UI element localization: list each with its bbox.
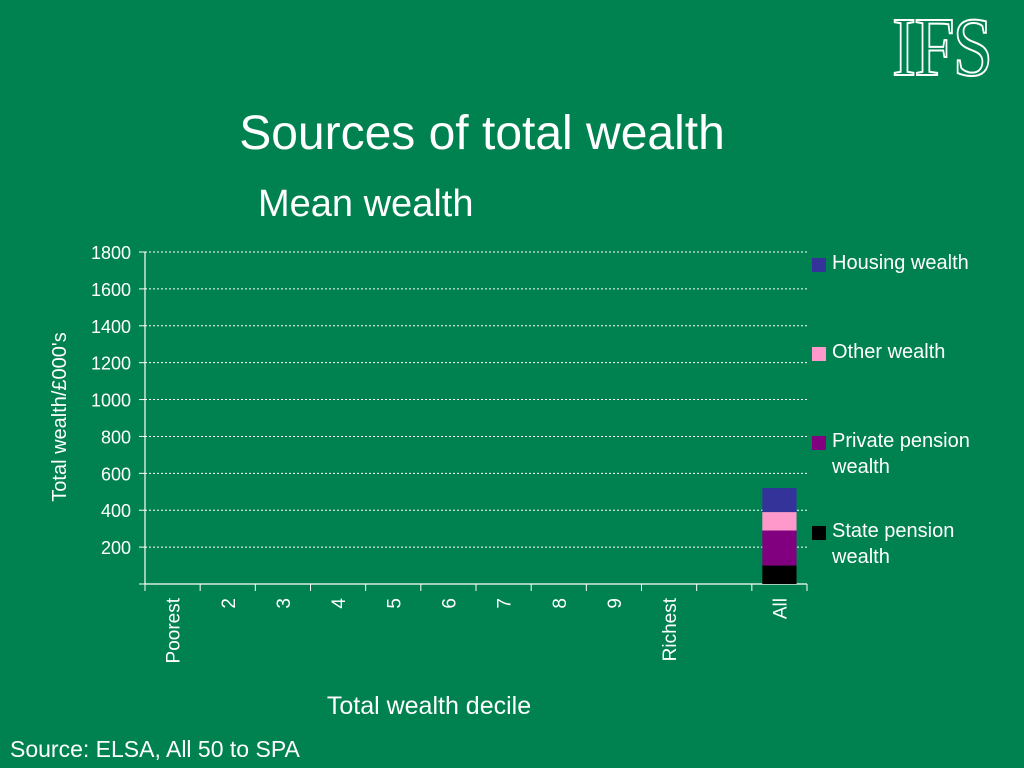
- bar-segments: [762, 488, 797, 584]
- x-tick-label: 4: [329, 598, 350, 609]
- x-axis-label: Total wealth decile: [327, 692, 531, 720]
- legend-swatch: [812, 526, 826, 540]
- y-tick-label: 400: [101, 501, 131, 521]
- x-tick-label: Poorest: [164, 597, 185, 663]
- x-tick-label: 2: [219, 598, 240, 609]
- grid-lines: [145, 251, 807, 548]
- slide-title: Sources of total wealth: [239, 107, 725, 160]
- y-tick-label: 1000: [91, 391, 131, 411]
- legend-label: State pension wealth: [832, 520, 955, 568]
- x-tick-label: 3: [274, 598, 295, 609]
- bar-state-pension-wealth: [762, 565, 797, 584]
- legend-swatch: [812, 347, 826, 361]
- y-tick-labels: 200 400 600 800 1000 1200 1400 1600 1800: [91, 243, 131, 558]
- y-tick-label: 600: [101, 464, 131, 484]
- y-axis-label: Total wealth/£000's: [49, 332, 71, 501]
- legend-swatch: [812, 436, 826, 450]
- bar-other-wealth: [762, 512, 797, 531]
- x-tick-label: 8: [550, 598, 571, 609]
- x-tick-label: 9: [605, 598, 626, 609]
- ifs-logo: IFS: [891, 1, 994, 94]
- bar-private-pension-wealth: [762, 530, 797, 566]
- chart-axes: [139, 251, 808, 591]
- y-tick-label: 1600: [91, 280, 131, 300]
- y-tick-label: 800: [101, 427, 131, 447]
- legend-label: Housing wealth: [832, 252, 969, 274]
- y-tick-label: 1800: [91, 243, 131, 263]
- legend-label: Other wealth: [832, 341, 946, 363]
- x-tick-label: 6: [439, 598, 460, 609]
- legend-swatch: [812, 258, 826, 272]
- legend-label: Private pension wealth: [832, 430, 970, 478]
- x-tick-label: 5: [384, 598, 405, 609]
- y-tick-label: 200: [101, 538, 131, 558]
- y-tick-label: 1400: [91, 317, 131, 337]
- x-tick-label: All: [770, 598, 791, 619]
- chart-subtitle: Mean wealth: [258, 183, 474, 225]
- x-tick-label: 7: [495, 598, 516, 609]
- x-tick-labels: Poorest 2 3 4 5 6 7 8 9 Richest All: [164, 597, 792, 663]
- bar-housing-wealth: [762, 488, 797, 513]
- source-note: Source: ELSA, All 50 to SPA: [10, 736, 300, 762]
- x-tick-label: Richest: [660, 597, 681, 661]
- y-tick-label: 1200: [91, 354, 131, 374]
